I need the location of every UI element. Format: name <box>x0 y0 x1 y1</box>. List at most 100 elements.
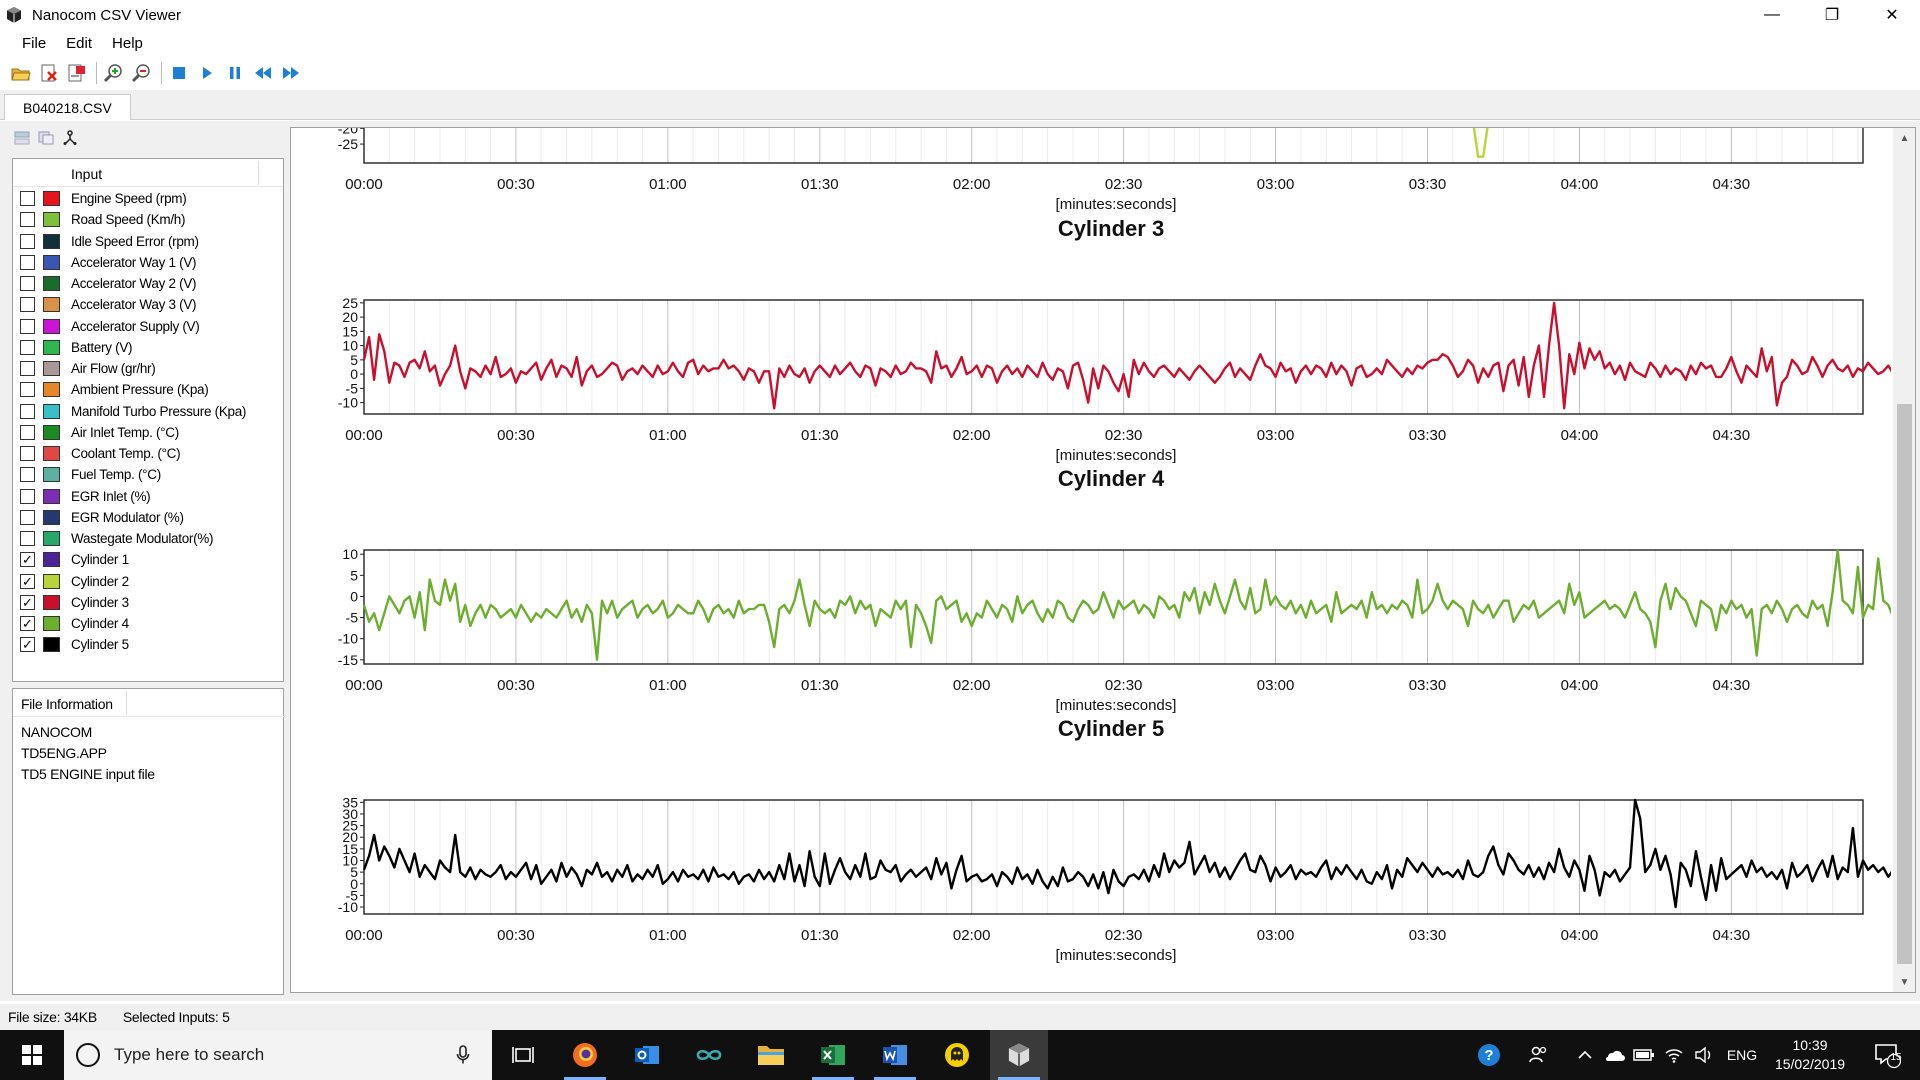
input-checkbox[interactable] <box>20 191 35 206</box>
taskbar-search-box[interactable]: Type here to search <box>64 1030 492 1080</box>
color-swatch[interactable] <box>43 552 60 568</box>
stop-icon[interactable] <box>166 61 192 85</box>
input-checkbox[interactable] <box>20 531 35 546</box>
color-swatch[interactable] <box>43 297 60 313</box>
tab-b040218-csv[interactable]: B040218.CSV <box>4 94 131 120</box>
input-checkbox[interactable]: ✓ <box>20 637 35 653</box>
input-row[interactable]: ✓ Cylinder 3 <box>13 592 283 613</box>
input-checkbox[interactable]: ✓ <box>20 573 35 589</box>
people-icon[interactable] <box>1524 1030 1554 1080</box>
vertical-scrollbar[interactable]: ▲ ▼ <box>1893 128 1915 992</box>
color-swatch[interactable] <box>43 403 60 419</box>
zoom-in-icon[interactable] <box>101 61 127 85</box>
rewind-icon[interactable] <box>250 61 276 85</box>
input-row[interactable]: ✓ Cylinder 1 <box>13 549 283 570</box>
hierarchy-icon[interactable] <box>58 128 82 148</box>
arduino-icon[interactable] <box>680 1030 738 1080</box>
help-icon[interactable]: ? <box>1474 1030 1504 1080</box>
color-swatch[interactable] <box>43 254 60 270</box>
input-checkbox[interactable] <box>20 446 35 461</box>
input-checkbox[interactable] <box>20 424 35 440</box>
input-row[interactable]: Accelerator Way 2 (V) <box>13 273 283 294</box>
language-indicator[interactable]: ENG <box>1726 1047 1758 1063</box>
color-swatch[interactable] <box>43 339 60 355</box>
input-row[interactable]: Coolant Temp. (°C) <box>13 443 283 464</box>
word-icon[interactable] <box>866 1030 924 1080</box>
color-swatch[interactable] <box>43 637 60 653</box>
menu-help[interactable]: Help <box>112 34 143 52</box>
minimize-button[interactable]: — <box>1764 6 1780 23</box>
expand-icon[interactable] <box>34 128 58 148</box>
restore-button[interactable]: ❐ <box>1824 7 1840 24</box>
input-checkbox[interactable] <box>20 361 35 376</box>
play-icon[interactable] <box>194 61 220 85</box>
input-checkbox[interactable] <box>20 233 35 249</box>
color-swatch[interactable] <box>43 616 60 631</box>
input-checkbox[interactable]: ✓ <box>20 616 35 631</box>
color-swatch[interactable] <box>43 212 60 228</box>
input-row[interactable]: ✓ Cylinder 5 <box>13 634 283 655</box>
color-swatch[interactable] <box>43 361 60 376</box>
input-checkbox[interactable]: ✓ <box>20 552 35 568</box>
color-swatch[interactable] <box>43 318 60 334</box>
input-row[interactable]: Air Inlet Temp. (°C) <box>13 422 283 443</box>
start-button[interactable] <box>0 1030 64 1080</box>
scroll-thumb[interactable] <box>1897 404 1912 964</box>
input-checkbox[interactable] <box>20 488 35 504</box>
input-row[interactable]: Engine Speed (rpm) <box>13 188 283 209</box>
input-checkbox[interactable] <box>20 254 35 270</box>
input-row[interactable]: Wastegate Modulator(%) <box>13 528 283 549</box>
microphone-icon[interactable] <box>456 1045 470 1065</box>
show-hidden-icons-icon[interactable] <box>1572 1030 1598 1080</box>
color-swatch[interactable] <box>43 531 60 546</box>
input-checkbox[interactable] <box>20 297 35 313</box>
color-swatch[interactable] <box>43 509 60 525</box>
volume-icon[interactable] <box>1690 1030 1718 1080</box>
close-file-icon[interactable] <box>36 61 62 85</box>
cyberghost-icon[interactable] <box>928 1030 986 1080</box>
input-checkbox[interactable] <box>20 276 35 291</box>
input-checkbox[interactable] <box>20 467 35 483</box>
input-row[interactable]: Accelerator Way 3 (V) <box>13 294 283 315</box>
onedrive-icon[interactable] <box>1600 1030 1628 1080</box>
color-swatch[interactable] <box>43 446 60 461</box>
fast-forward-icon[interactable] <box>278 61 304 85</box>
input-row[interactable]: ✓ Cylinder 4 <box>13 613 283 634</box>
menu-edit[interactable]: Edit <box>66 34 93 52</box>
input-row[interactable]: Accelerator Supply (V) <box>13 316 283 337</box>
battery-icon[interactable] <box>1630 1030 1658 1080</box>
zoom-out-icon[interactable] <box>129 61 155 85</box>
pause-icon[interactable] <box>222 61 248 85</box>
scroll-down-icon[interactable]: ▼ <box>1899 976 1910 988</box>
input-row[interactable]: Fuel Temp. (°C) <box>13 464 283 485</box>
input-row[interactable]: ✓ Cylinder 2 <box>13 571 283 592</box>
export-icon[interactable] <box>64 61 90 85</box>
color-swatch[interactable] <box>43 276 60 291</box>
input-checkbox[interactable] <box>20 339 35 355</box>
input-row[interactable]: Battery (V) <box>13 337 283 358</box>
notifications-button[interactable]: 15 <box>1862 1030 1912 1080</box>
input-row[interactable]: EGR Inlet (%) <box>13 486 283 507</box>
outlook-icon[interactable] <box>618 1030 676 1080</box>
close-button[interactable]: ✕ <box>1885 7 1899 24</box>
input-row[interactable]: EGR Modulator (%) <box>13 507 283 528</box>
input-row[interactable]: Idle Speed Error (rpm) <box>13 231 283 252</box>
input-checkbox[interactable] <box>20 318 35 334</box>
open-file-icon[interactable] <box>8 61 34 85</box>
input-row[interactable]: Air Flow (gr/hr) <box>13 358 283 379</box>
input-row[interactable]: Manifold Turbo Pressure (Kpa) <box>13 401 283 422</box>
excel-icon[interactable] <box>804 1030 862 1080</box>
color-swatch[interactable] <box>43 488 60 504</box>
collapse-icon[interactable] <box>10 128 34 148</box>
menu-file[interactable]: File <box>22 34 47 52</box>
input-checkbox[interactable] <box>20 403 35 419</box>
firefox-icon[interactable] <box>556 1030 614 1080</box>
input-row[interactable]: Accelerator Way 1 (V) <box>13 252 283 273</box>
input-checkbox[interactable] <box>20 509 35 525</box>
input-checkbox[interactable] <box>20 212 35 228</box>
color-swatch[interactable] <box>43 382 60 398</box>
input-checkbox[interactable]: ✓ <box>20 594 35 610</box>
input-row[interactable]: Ambient Pressure (Kpa) <box>13 379 283 400</box>
color-swatch[interactable] <box>43 594 60 610</box>
task-view-icon[interactable] <box>494 1030 552 1080</box>
